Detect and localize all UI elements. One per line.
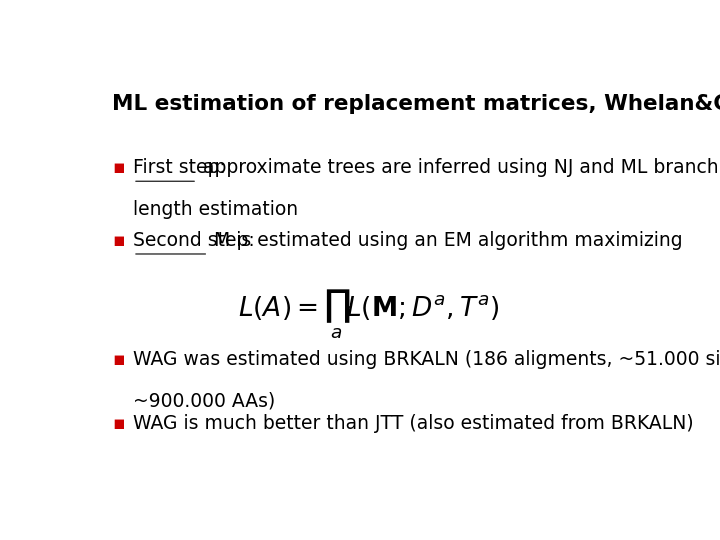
Text: $L(A) = \prod_a L\left(\mathbf{M}; D^a, T^a\right)$: $L(A) = \prod_a L\left(\mathbf{M}; D^a, … xyxy=(238,287,500,341)
Text: WAG was estimated using BRKALN (186 aligments, ~51.000 sites,: WAG was estimated using BRKALN (186 alig… xyxy=(133,349,720,369)
Text: ▪: ▪ xyxy=(112,158,125,177)
Text: First step:: First step: xyxy=(133,158,225,177)
Text: ~900.000 AAs): ~900.000 AAs) xyxy=(133,391,275,410)
Text: ▪: ▪ xyxy=(112,349,125,369)
Text: M is estimated using an EM algorithm maximizing: M is estimated using an EM algorithm max… xyxy=(208,231,683,250)
Text: ▪: ▪ xyxy=(112,414,125,433)
Text: WAG is much better than JTT (also estimated from BRKALN): WAG is much better than JTT (also estima… xyxy=(133,414,693,433)
Text: ▪: ▪ xyxy=(112,231,125,250)
Text: Second step:: Second step: xyxy=(133,231,255,250)
Text: ML estimation of replacement matrices, Whelan&Goldman 2001: ML estimation of replacement matrices, W… xyxy=(112,94,720,114)
Text: approximate trees are inferred using NJ and ML branch: approximate trees are inferred using NJ … xyxy=(197,158,719,177)
Text: length estimation: length estimation xyxy=(133,200,298,219)
